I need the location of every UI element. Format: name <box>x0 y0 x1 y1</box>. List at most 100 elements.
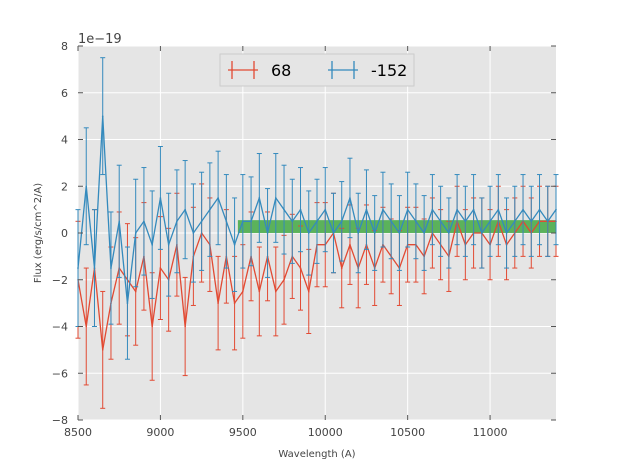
data-point <box>101 349 104 351</box>
data-point <box>316 220 318 223</box>
data-point <box>93 267 96 269</box>
data-point <box>530 220 533 223</box>
y-tick-label: 2 <box>61 180 68 193</box>
y-tick-label: −4 <box>52 321 68 334</box>
data-point <box>555 208 557 211</box>
x-tick-label: 8500 <box>64 426 92 439</box>
data-point <box>118 220 121 223</box>
legend-marker-68 <box>228 61 258 79</box>
y-tick-label: 8 <box>61 40 68 53</box>
data-point <box>332 232 335 234</box>
data-point <box>431 208 434 211</box>
x-tick-label: 10500 <box>390 426 425 439</box>
data-point <box>513 220 516 223</box>
data-point <box>233 243 236 246</box>
data-point <box>307 232 310 234</box>
y-tick-label: −6 <box>52 367 68 380</box>
data-point <box>349 197 351 199</box>
data-point <box>266 232 269 234</box>
data-point <box>110 267 112 269</box>
data-point <box>497 208 500 211</box>
data-point <box>349 243 351 246</box>
x-tick-label: 9500 <box>229 426 257 439</box>
data-point <box>151 325 153 328</box>
data-point <box>134 232 137 234</box>
data-point <box>464 220 467 223</box>
data-point <box>299 208 302 211</box>
data-point <box>291 220 294 223</box>
data-point <box>184 325 186 328</box>
data-point <box>283 278 285 281</box>
data-point <box>159 197 162 199</box>
data-point <box>398 232 401 234</box>
series--152 <box>75 57 559 360</box>
data-point <box>283 208 285 211</box>
data-point <box>233 302 236 304</box>
data-point <box>225 220 228 223</box>
data-point <box>143 220 145 223</box>
data-point <box>439 220 442 223</box>
data-point <box>134 290 137 293</box>
data-point <box>382 208 384 211</box>
data-point <box>365 208 368 211</box>
data-point <box>406 208 409 211</box>
data-point <box>242 290 244 293</box>
data-point <box>126 302 129 304</box>
data-point <box>423 232 425 234</box>
data-point <box>209 208 211 211</box>
data-point <box>546 220 549 223</box>
series-layer <box>75 57 559 409</box>
y-tick-label: −2 <box>52 274 68 287</box>
data-point <box>299 267 302 269</box>
y-tick-label: 4 <box>61 134 68 147</box>
data-point <box>307 290 310 293</box>
legend-label-neg152: -152 <box>371 61 407 80</box>
data-point <box>472 208 475 211</box>
data-point <box>176 220 178 223</box>
data-point <box>390 220 392 223</box>
data-point <box>456 208 458 211</box>
y-axis-label: Flux (erg/s/cm^2/A) <box>33 183 44 283</box>
data-point <box>258 290 261 293</box>
y-tick-label: 6 <box>61 87 68 100</box>
data-point <box>192 232 195 234</box>
data-point <box>415 220 417 223</box>
legend: 68 -152 <box>219 53 415 87</box>
data-point <box>85 185 88 188</box>
data-point <box>184 208 186 211</box>
legend-marker-neg152 <box>328 61 358 79</box>
data-point <box>357 232 360 234</box>
data-point <box>151 243 153 246</box>
data-point <box>324 208 327 211</box>
data-point <box>274 197 277 199</box>
legend-label-68: 68 <box>271 61 291 80</box>
y-tick-label: 0 <box>61 227 68 240</box>
data-point <box>159 267 162 269</box>
x-tick-label: 11000 <box>473 426 508 439</box>
y-tick-label: −8 <box>52 414 68 427</box>
data-point <box>217 197 219 199</box>
x-axis-label: Wavelength (A) <box>278 449 355 460</box>
data-point <box>85 325 88 328</box>
x-tick-label: 10000 <box>308 426 343 439</box>
data-point <box>489 220 491 223</box>
data-point <box>200 220 203 223</box>
y-exponent-label: 1e−19 <box>78 32 122 47</box>
data-point <box>340 267 343 269</box>
data-point <box>101 115 104 117</box>
data-point <box>538 208 541 211</box>
data-point <box>242 220 244 223</box>
data-point <box>258 197 261 199</box>
data-point <box>217 302 219 304</box>
data-point <box>373 232 376 234</box>
data-point <box>505 232 508 234</box>
data-point <box>167 243 170 246</box>
data-point <box>274 290 277 293</box>
data-point <box>448 232 450 234</box>
x-tick-label: 9000 <box>146 426 174 439</box>
data-point <box>481 232 483 234</box>
data-point <box>340 220 343 223</box>
data-point <box>250 220 252 223</box>
